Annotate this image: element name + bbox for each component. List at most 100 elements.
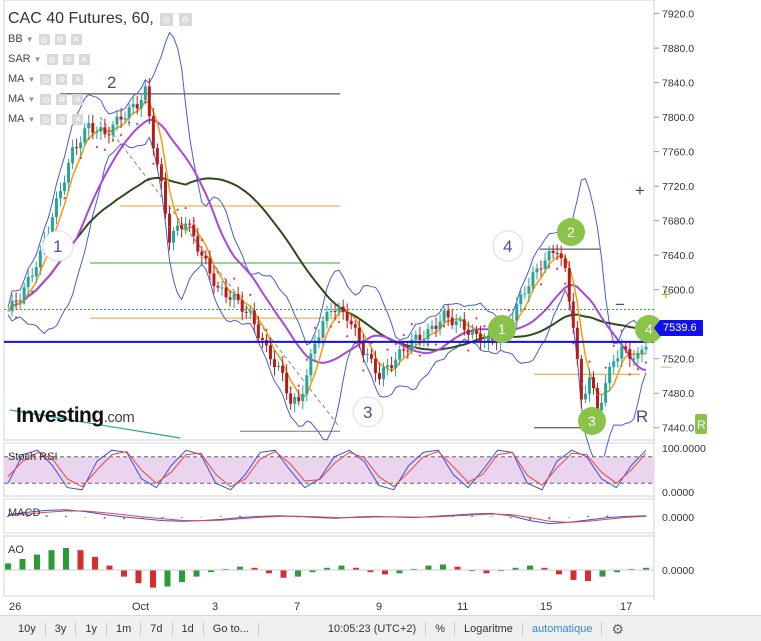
candle-body xyxy=(442,310,446,322)
dropdown-arrow-icon[interactable]: ▼ xyxy=(27,74,36,84)
candle-body xyxy=(390,365,394,368)
dropdown-arrow-icon[interactable]: ▼ xyxy=(27,94,36,104)
candle-body xyxy=(67,162,71,183)
auto-scale-toggle[interactable]: automatique xyxy=(523,621,603,636)
candle-body xyxy=(592,377,596,389)
range-7d-button[interactable]: 7d xyxy=(141,621,173,636)
candle-body xyxy=(135,104,139,109)
bb-upper-line xyxy=(7,31,647,346)
price-tick-label: 7760.0 xyxy=(662,147,694,159)
candle-body xyxy=(50,217,54,235)
candle-body xyxy=(579,358,583,400)
candle-body xyxy=(252,310,256,325)
wave-label: 4 xyxy=(645,321,653,337)
ma-slow-line xyxy=(7,176,647,351)
close-icon[interactable]: ✕ xyxy=(70,33,82,45)
price-tick-label: 7640.0 xyxy=(662,250,694,262)
ao-bar xyxy=(527,565,533,570)
log-toggle[interactable]: Logaritme xyxy=(455,621,523,636)
sar-dot xyxy=(507,309,510,312)
sar-dot xyxy=(241,295,244,298)
sar-dot xyxy=(620,329,623,332)
percent-toggle[interactable]: % xyxy=(426,621,455,636)
candle-body xyxy=(535,268,539,273)
macd-tick-label: 0.0000 xyxy=(662,512,694,524)
gear-icon[interactable]: ⚙ xyxy=(178,12,192,26)
sar-dot xyxy=(63,197,66,200)
close-icon[interactable]: ✕ xyxy=(72,73,84,85)
sar-dot xyxy=(103,148,107,151)
wave-badge xyxy=(557,218,585,246)
macd-hist-bar xyxy=(548,517,551,520)
indicator-label: BB xyxy=(8,33,23,45)
candle-body xyxy=(369,354,373,359)
range-1y-button[interactable]: 1y xyxy=(76,621,107,636)
range-3y-button[interactable]: 3y xyxy=(46,621,77,636)
gear-icon[interactable]: ⚙ xyxy=(54,33,66,45)
eye-icon[interactable]: ◎ xyxy=(159,12,173,26)
eye-icon[interactable]: ◎ xyxy=(40,93,52,105)
gear-icon[interactable]: ⚙ xyxy=(56,113,68,125)
ao-bar xyxy=(92,556,98,570)
sar-dot xyxy=(71,161,74,164)
candle-body xyxy=(487,335,491,342)
x-tick-label: 3 xyxy=(212,601,218,613)
close-icon[interactable]: ✕ xyxy=(78,53,90,65)
gear-icon[interactable]: ⚙ xyxy=(56,93,68,105)
gear-icon[interactable]: ⚙ xyxy=(62,53,74,65)
close-icon[interactable]: ✕ xyxy=(72,113,84,125)
x-tick-label: 7 xyxy=(294,601,300,613)
macd-hist-bar xyxy=(509,517,512,519)
candle-body xyxy=(38,250,42,268)
candle-body xyxy=(99,127,103,132)
sar-dot xyxy=(289,387,292,390)
candle-body xyxy=(462,319,466,330)
price-tick-label: 7720.0 xyxy=(662,181,694,193)
ao-bar xyxy=(498,570,504,572)
candle-body xyxy=(410,339,414,351)
dropdown-arrow-icon[interactable]: ▼ xyxy=(25,34,34,44)
indicator-ma-2[interactable]: MA ▼ ◎ ⚙ ✕ xyxy=(8,93,84,105)
candle-body xyxy=(555,253,559,255)
macd-line xyxy=(7,509,647,525)
chart-title: CAC 40 Futures, 60, xyxy=(8,10,154,27)
eye-icon[interactable]: ◎ xyxy=(46,53,58,65)
x-tick-label: 26 xyxy=(9,601,21,613)
indicator-ma-1[interactable]: MA ▼ ◎ ⚙ ✕ xyxy=(8,73,84,85)
candle-body xyxy=(139,99,143,109)
indicator-sar[interactable]: SAR ▼ ◎ ⚙ ✕ xyxy=(8,53,90,65)
gear-icon[interactable]: ⚙ xyxy=(56,73,68,85)
indicator-ma-3[interactable]: MA ▼ ◎ ⚙ ✕ xyxy=(8,113,84,125)
ao-bar xyxy=(367,570,374,573)
candle-body xyxy=(224,287,228,298)
range-10y-button[interactable]: 10y xyxy=(0,621,46,636)
candle-body xyxy=(418,334,422,341)
chart-canvas[interactable]: 7920.0 7880.0 7840.0 7800.0 7760.0 7720.0 7680… xyxy=(0,0,761,615)
candle-body xyxy=(293,396,297,404)
dropdown-arrow-icon[interactable]: ▼ xyxy=(27,114,36,124)
indicator-label: MA xyxy=(8,93,25,105)
price-tick-label: 7840.0 xyxy=(662,78,694,90)
ao-bar xyxy=(570,570,577,580)
bb-lower-line xyxy=(7,136,647,470)
candle-body xyxy=(543,260,547,269)
ao-bar xyxy=(309,570,316,573)
eye-icon[interactable]: ◎ xyxy=(40,113,52,125)
dropdown-arrow-icon[interactable]: ▼ xyxy=(33,54,42,64)
candle-body xyxy=(192,224,196,237)
eye-icon[interactable]: ◎ xyxy=(38,33,50,45)
candle-body xyxy=(382,367,386,380)
range-1d-button[interactable]: 1d xyxy=(173,621,204,636)
macd-hist-bar xyxy=(393,517,396,518)
settings-gear-icon[interactable]: ⚙ xyxy=(611,620,625,637)
range-1m-button[interactable]: 1m xyxy=(107,621,142,636)
ao-bar xyxy=(338,565,345,570)
wave-label: 3 xyxy=(363,403,372,422)
price-tick-label: 7600.0 xyxy=(662,285,694,297)
candle-body xyxy=(216,286,220,288)
goto-button[interactable]: Go to... xyxy=(204,621,259,636)
indicator-bb[interactable]: BB ▼ ◎ ⚙ ✕ xyxy=(8,33,82,45)
eye-icon[interactable]: ◎ xyxy=(40,73,52,85)
close-icon[interactable]: ✕ xyxy=(72,93,84,105)
r-badge-label: R xyxy=(697,418,706,432)
